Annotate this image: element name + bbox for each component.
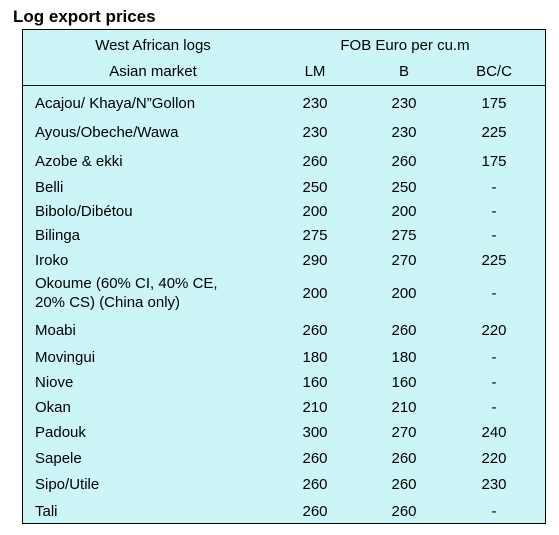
price-bcc: 175 bbox=[481, 95, 507, 112]
price-bcc: 240 bbox=[481, 424, 507, 441]
species-name: Okan bbox=[35, 399, 71, 416]
price-bcc: - bbox=[491, 203, 497, 220]
price-lm: 300 bbox=[302, 424, 328, 441]
price-lm: 200 bbox=[302, 203, 328, 220]
price-b: 210 bbox=[391, 399, 417, 416]
species-name: Acajou/ Khaya/N”Gollon bbox=[35, 95, 196, 112]
price-b: 200 bbox=[391, 203, 417, 220]
price-b: 260 bbox=[391, 322, 417, 339]
price-b: 270 bbox=[391, 424, 417, 441]
header-col-b: B bbox=[398, 63, 409, 80]
table-row: Azobe & ekki 260 260 175 bbox=[23, 152, 545, 171]
price-bcc: - bbox=[491, 349, 497, 366]
header-col-lm: LM bbox=[304, 63, 326, 80]
price-b: 275 bbox=[391, 227, 417, 244]
table-row: Okan 210 210 - bbox=[23, 398, 545, 417]
table-row: Niove 160 160 - bbox=[23, 373, 545, 392]
species-name: Bilinga bbox=[35, 227, 81, 244]
page-title: Log export prices bbox=[13, 7, 156, 26]
header-group-label: West African logs bbox=[95, 37, 211, 54]
price-lm: 200 bbox=[302, 284, 328, 302]
table-row: Bibolo/Dibétou 200 200 - bbox=[23, 202, 545, 221]
table-row: Sapele 260 260 220 bbox=[23, 449, 545, 468]
species-name: Belli bbox=[35, 179, 64, 196]
price-table: West African logs Asian market FOB Euro … bbox=[22, 29, 546, 524]
price-b: 260 bbox=[391, 450, 417, 467]
table-row: Ayous/Obeche/Wawa 230 230 225 bbox=[23, 123, 545, 142]
header-col-bcc: BC/C bbox=[476, 63, 512, 80]
species-name: Ayous/Obeche/Wawa bbox=[35, 124, 179, 141]
price-lm: 290 bbox=[302, 252, 328, 269]
price-bcc: 225 bbox=[481, 252, 507, 269]
price-lm: 230 bbox=[302, 124, 328, 141]
table-row: Belli 250 250 - bbox=[23, 178, 545, 197]
price-b: 250 bbox=[391, 179, 417, 196]
price-lm: 260 bbox=[302, 153, 328, 170]
price-lm: 260 bbox=[302, 450, 328, 467]
price-b: 200 bbox=[391, 284, 417, 302]
species-name: Iroko bbox=[35, 252, 69, 269]
species-name: Moabi bbox=[35, 322, 76, 339]
species-name: Okoume (60% CI, 40% CE, 20% CS) (China o… bbox=[35, 275, 218, 311]
price-lm: 260 bbox=[302, 503, 328, 520]
species-name: Movingui bbox=[35, 349, 96, 366]
table-row: Tali 260 260 - bbox=[23, 502, 545, 521]
header-market-label: Asian market bbox=[109, 63, 197, 80]
table-row: Padouk 300 270 240 bbox=[23, 423, 545, 442]
price-bcc: - bbox=[491, 227, 497, 244]
price-bcc: - bbox=[491, 179, 497, 196]
species-name: Niove bbox=[35, 374, 74, 391]
price-lm: 230 bbox=[302, 95, 328, 112]
table-row: Iroko 290 270 225 bbox=[23, 251, 545, 270]
price-bcc: - bbox=[491, 503, 497, 520]
price-bcc: 220 bbox=[481, 450, 507, 467]
price-bcc: 225 bbox=[481, 124, 507, 141]
price-b: 260 bbox=[391, 503, 417, 520]
price-bcc: 220 bbox=[481, 322, 507, 339]
price-b: 160 bbox=[391, 374, 417, 391]
species-name: Sapele bbox=[35, 450, 82, 467]
species-name: Bibolo/Dibétou bbox=[35, 203, 133, 220]
price-b: 260 bbox=[391, 476, 417, 493]
price-bcc: 230 bbox=[481, 476, 507, 493]
species-name: Sipo/Utile bbox=[35, 476, 100, 493]
price-lm: 275 bbox=[302, 227, 328, 244]
price-lm: 250 bbox=[302, 179, 328, 196]
table-row: Okoume (60% CI, 40% CE, 20% CS) (China o… bbox=[23, 274, 545, 312]
price-b: 230 bbox=[391, 124, 417, 141]
species-name: Padouk bbox=[35, 424, 86, 441]
table-row: Moabi 260 260 220 bbox=[23, 321, 545, 340]
price-b: 260 bbox=[391, 153, 417, 170]
price-lm: 260 bbox=[302, 322, 328, 339]
price-lm: 260 bbox=[302, 476, 328, 493]
price-b: 270 bbox=[391, 252, 417, 269]
table-row: Sipo/Utile 260 260 230 bbox=[23, 475, 545, 494]
table-header: West African logs Asian market FOB Euro … bbox=[23, 30, 545, 86]
table-row: Bilinga 275 275 - bbox=[23, 226, 545, 245]
price-bcc: - bbox=[491, 399, 497, 416]
species-name: Tali bbox=[35, 503, 58, 520]
price-bcc: - bbox=[491, 284, 497, 302]
price-bcc: - bbox=[491, 374, 497, 391]
header-price-label: FOB Euro per cu.m bbox=[340, 37, 470, 54]
price-bcc: 175 bbox=[481, 153, 507, 170]
price-lm: 160 bbox=[302, 374, 328, 391]
table-row: Movingui 180 180 - bbox=[23, 348, 545, 367]
price-lm: 180 bbox=[302, 349, 328, 366]
price-lm: 210 bbox=[302, 399, 328, 416]
table-row: Acajou/ Khaya/N”Gollon 230 230 175 bbox=[23, 94, 545, 113]
price-b: 180 bbox=[391, 349, 417, 366]
species-name: Azobe & ekki bbox=[35, 153, 123, 170]
price-b: 230 bbox=[391, 95, 417, 112]
